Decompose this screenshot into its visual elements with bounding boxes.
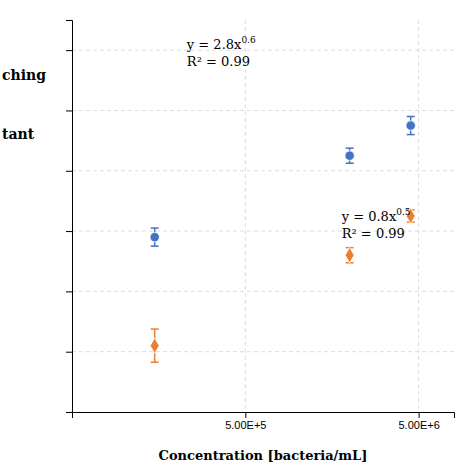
annotation: R² = 0.99 — [187, 54, 250, 69]
annotation-text: R² = 0.99 — [342, 226, 405, 241]
x-tick: 5.00E+6 — [398, 412, 439, 431]
annotation: y = 0.8x0.5 — [341, 207, 411, 224]
point — [150, 338, 159, 354]
y-tick — [66, 352, 72, 353]
series — [150, 116, 415, 246]
error-bar-cap — [407, 116, 415, 118]
grid — [72, 20, 454, 412]
point — [406, 121, 415, 130]
error-bar — [407, 116, 415, 134]
y-tick-mark — [66, 291, 72, 292]
series — [150, 208, 415, 362]
error-bar-cap — [151, 328, 159, 330]
y-tick — [66, 291, 72, 292]
annotation-text: y = 2.8x — [186, 37, 242, 52]
grid-line-y — [72, 351, 454, 352]
error-bar — [346, 248, 354, 263]
chart: 5.00E+5 5.00E+6 Concentration [bacteria/mL… — [0, 0, 474, 474]
error-bar-cap — [151, 361, 159, 363]
annotations: y = 2.8x0.6 R² = 0.99 y = 0.8x0.5 R² = 0.99… — [2, 35, 411, 241]
point — [345, 247, 354, 263]
x-axis: 5.00E+5 5.00E+6 — [73, 412, 455, 431]
annotation-text: y = 0.8x — [341, 209, 397, 224]
y-axis — [66, 21, 73, 413]
x-tick: 5.00E+5 — [225, 412, 266, 431]
error-bar — [151, 329, 159, 362]
error-bar-cap — [346, 162, 354, 164]
x-tick-mark — [419, 412, 420, 418]
grid-line-y — [72, 291, 454, 292]
y-axis-line — [66, 21, 73, 413]
grid-line-x — [245, 20, 246, 412]
error-bar-cap — [151, 245, 159, 247]
x-axis-line — [73, 413, 455, 419]
x-axis-title: Concentration [bacteria/mL] — [159, 448, 368, 463]
annotation-superscript: 0.6 — [241, 35, 256, 45]
y-tick-mark — [66, 50, 72, 51]
y-tick — [66, 110, 72, 111]
annotation-text: R² = 0.99 — [187, 54, 250, 69]
error-bar — [346, 148, 354, 163]
x-tick-label: 5.00E+5 — [225, 419, 266, 431]
point — [150, 232, 159, 241]
x-tick-label: 5.00E+6 — [398, 419, 439, 431]
y-tick — [66, 50, 72, 51]
grid-line-x — [418, 20, 419, 412]
annotation-superscript: 0.5 — [396, 207, 411, 217]
error-bar-cap — [346, 147, 354, 149]
marks — [150, 116, 415, 362]
error-bar-cap — [407, 134, 415, 136]
grid-line-y — [72, 110, 454, 111]
y-tick — [66, 231, 72, 232]
y-tick-mark — [66, 352, 72, 353]
plot-area: 5.00E+5 5.00E+6 — [66, 20, 455, 431]
grid-line-y — [72, 50, 454, 51]
point — [345, 151, 354, 160]
y-tick-mark — [66, 110, 72, 111]
annotation: R² = 0.99 — [342, 226, 405, 241]
side-text: tant — [2, 126, 35, 142]
error-bar — [151, 228, 159, 246]
annotation: y = 2.8x0.6 — [186, 35, 256, 52]
y-tick — [66, 171, 72, 172]
y-tick-mark — [66, 171, 72, 172]
side-text: ching — [2, 67, 46, 83]
grid-line-y — [72, 170, 454, 171]
x-tick-mark — [245, 412, 246, 418]
error-bar-cap — [151, 227, 159, 229]
y-tick-mark — [66, 231, 72, 232]
